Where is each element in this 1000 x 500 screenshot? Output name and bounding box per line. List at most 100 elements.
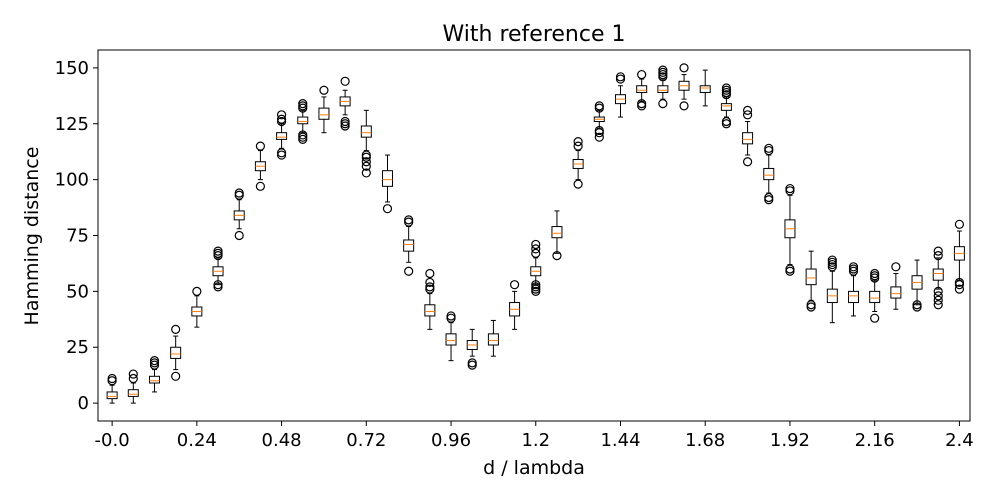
box-40 (953, 219, 965, 294)
box-25 (636, 69, 648, 111)
flier-point (213, 246, 223, 256)
flier-point (298, 99, 308, 109)
y-tick-label: 150 (55, 58, 89, 79)
flier-point (933, 246, 943, 256)
box-5 (212, 246, 224, 292)
box-26 (657, 65, 669, 109)
flier-point (404, 266, 414, 276)
flier-point (340, 116, 350, 127)
x-axis: -0.0 0.24 0.48 0.72 0.96 1.2 1.44 1.68 1.92 2.16 2… (95, 421, 974, 451)
flier-point (509, 280, 520, 290)
box-7 (254, 141, 266, 191)
box-18 (487, 319, 499, 357)
flier-point (425, 277, 435, 288)
iqr-box (445, 333, 457, 346)
iqr-box (869, 290, 881, 304)
flier-point (615, 72, 626, 82)
box-34 (826, 255, 838, 324)
flier-point (637, 69, 647, 80)
flier-point (531, 244, 541, 254)
x-tick-label: 1.68 (685, 430, 725, 451)
flier-point (679, 63, 689, 73)
x-tick-label: 0.72 (346, 430, 386, 451)
x-tick-label: -0.0 (95, 430, 130, 451)
flier-point (467, 358, 477, 368)
flier-point (319, 85, 329, 95)
iqr-box (551, 226, 563, 239)
box-24 (614, 72, 626, 118)
box-21 (551, 210, 563, 261)
flier-point (171, 371, 181, 381)
box-37 (890, 262, 902, 310)
flier-point (234, 230, 244, 241)
flier-point (679, 101, 689, 111)
flier-point (573, 179, 583, 189)
flier-point (531, 239, 541, 250)
flier-point (425, 268, 435, 279)
flier-point (340, 76, 350, 86)
iqr-box (148, 375, 160, 384)
x-tick-label: 0.24 (177, 430, 217, 451)
flier-point (128, 373, 138, 384)
flier-point (361, 168, 371, 178)
flier-point (382, 204, 393, 214)
box-14 (403, 215, 415, 276)
flier-point (594, 101, 604, 111)
box-8 (276, 110, 288, 160)
flier-point (954, 284, 965, 294)
x-tick-label: 1.2 (521, 430, 550, 451)
flier-point (764, 143, 774, 153)
flier-point (531, 280, 541, 290)
box-12 (360, 109, 372, 178)
box-27 (678, 63, 690, 111)
y-axis: 0 25 50 75 100 125 150 (55, 58, 98, 414)
y-tick-label: 100 (55, 170, 89, 191)
box-11 (339, 76, 351, 131)
box-29 (720, 83, 732, 129)
flier-point (806, 300, 816, 310)
flier-point (764, 192, 774, 203)
flier-point (594, 125, 604, 136)
box-4 (191, 286, 203, 328)
plot-frame (97, 49, 971, 422)
flier-point (848, 262, 859, 272)
x-tick-label: 0.48 (262, 430, 302, 451)
x-tick-label: 1.44 (600, 430, 640, 451)
box-28 (699, 69, 711, 107)
flier-point (298, 130, 308, 140)
flier-point (742, 105, 753, 115)
iqr-box (720, 103, 732, 111)
y-tick-label: 25 (66, 337, 89, 358)
flier-point (827, 255, 837, 265)
flier-point (933, 295, 943, 305)
x-tick-label: 2.16 (855, 430, 895, 451)
chart-title: With reference 1 (443, 22, 626, 47)
box-3 (170, 324, 182, 381)
flier-point (149, 356, 160, 366)
iqr-box (657, 85, 669, 93)
box-13 (381, 154, 393, 214)
flier-point (785, 264, 795, 274)
flier-point (870, 313, 880, 323)
flier-point (658, 99, 668, 109)
flier-point (594, 132, 604, 142)
flier-point (446, 311, 456, 321)
iqr-box (699, 85, 711, 93)
box-35 (847, 262, 859, 317)
box-36 (869, 268, 881, 323)
box-30 (742, 105, 754, 167)
iqr-box (487, 333, 499, 346)
iqr-box (763, 167, 775, 181)
flier-point (552, 251, 562, 261)
flier-point (573, 141, 583, 151)
flier-point (276, 148, 287, 158)
iqr-box (276, 132, 288, 140)
iqr-box (360, 125, 372, 138)
flier-point (361, 150, 371, 160)
box-1 (127, 369, 139, 404)
flier-point (425, 282, 435, 292)
box-0 (106, 373, 118, 404)
y-tick-label: 75 (66, 226, 89, 247)
flier-point (361, 161, 371, 171)
flier-point (255, 181, 265, 191)
